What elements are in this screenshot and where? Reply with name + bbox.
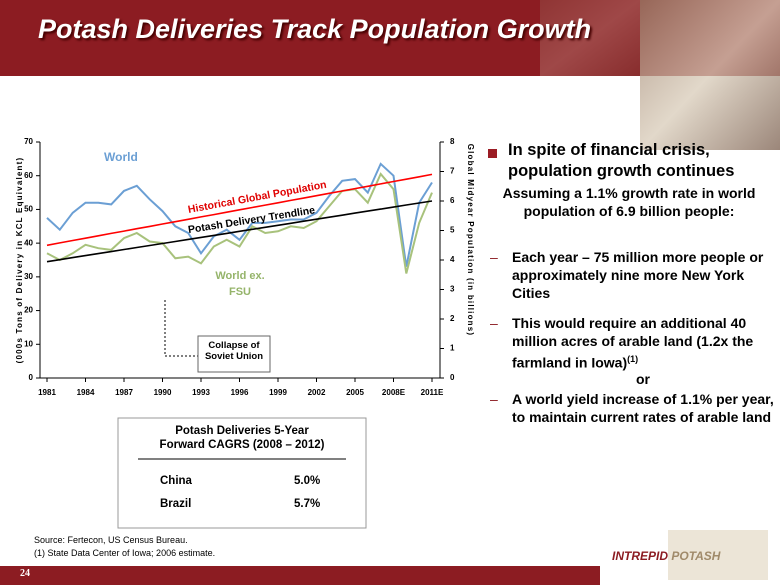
y-tick-label: 0 [29, 373, 34, 382]
y-tick-label: 40 [24, 238, 33, 247]
y-tick-label: 50 [24, 205, 33, 214]
y2-axis-title: Global Midyear Population (in billions) [466, 144, 475, 337]
y2-tick-label: 7 [450, 167, 455, 176]
y-tick-label: 60 [24, 171, 33, 180]
logo-second: POTASH [671, 549, 721, 563]
page-number: 24 [20, 568, 30, 579]
y-tick-label: 20 [24, 306, 33, 315]
table-title: Potash Deliveries 5-Year Forward CAGRS (… [159, 425, 325, 451]
table-box [117, 417, 367, 529]
slide-title: Potash Deliveries Track Population Growt… [38, 14, 592, 44]
bullet-note: (1) [627, 354, 639, 364]
header-image [640, 0, 780, 150]
y2-tick-label: 5 [450, 226, 455, 235]
x-tick-label: 1981 [38, 388, 56, 397]
y2-tick-label: 6 [450, 196, 455, 205]
x-tick-label: 2002 [308, 388, 326, 397]
series-line [46, 200, 433, 263]
x-tick-label: 1996 [231, 388, 249, 397]
y-tick-label: 30 [24, 272, 33, 281]
annotation-box [197, 335, 271, 373]
y2-tick-label: 3 [450, 285, 455, 294]
bullet-main: In spite of financial crisis, population… [508, 141, 735, 180]
y2-tick-label: 8 [450, 137, 455, 146]
footnote: (1) State Data Center of Iowa; 2006 esti… [34, 548, 216, 558]
logo-mark [668, 530, 768, 580]
y2-tick-label: 1 [450, 344, 455, 353]
table-cell: 5.0% [294, 475, 321, 487]
y-axis-title: (000s Tons of Delivery in KCL Equivalent… [15, 157, 24, 364]
header-image-fade [540, 0, 640, 76]
x-tick-label: 1993 [192, 388, 210, 397]
y2-tick-label: 4 [450, 255, 455, 264]
bullet-square [488, 149, 497, 158]
y-tick-label: 70 [24, 137, 33, 146]
y2-tick-label: 0 [450, 373, 455, 382]
annotation: Collapse of Soviet Union [204, 340, 264, 362]
x-tick-label: 1999 [269, 388, 287, 397]
bullet-item: – Each year – 75 million more people or a… [490, 248, 774, 302]
y2-tick-label: 2 [450, 314, 455, 323]
bullet-list: – Each year – 75 million more people or a… [490, 248, 774, 438]
series-label: World ex. FSU [215, 270, 265, 298]
series-label: World [104, 150, 138, 164]
bullet-text: Each year – 75 million more people or ap… [512, 249, 764, 301]
source: Source: Fertecon, US Census Bureau. [34, 535, 188, 545]
x-tick-label: 1984 [77, 388, 95, 397]
series-line [46, 162, 433, 267]
x-tick-label: 1987 [115, 388, 133, 397]
x-tick-label: 1990 [154, 388, 172, 397]
footer-band [0, 566, 600, 585]
bullet-intro: Assuming a 1.1% growth rate in world pop… [502, 185, 756, 219]
annotation-leader [164, 300, 198, 357]
bullet-text: This would require an additional 40 mill… [512, 315, 754, 371]
bullet-dash: – [490, 390, 498, 407]
bullet-item: – A world yield increase of 1.1% per year… [490, 390, 774, 426]
series-line [46, 173, 433, 247]
x-tick-label: 2005 [346, 388, 364, 397]
table-cell: China [160, 475, 192, 487]
bullet-text: A world yield increase of 1.1% per year,… [512, 390, 774, 425]
table-cell: 5.7% [294, 498, 321, 510]
bullet-connector: or [636, 370, 650, 387]
logo-first: INTREPID [612, 549, 669, 563]
bullet-item: – This would require an additional 40 mil… [490, 314, 774, 372]
x-tick-label: 2011E [421, 388, 444, 397]
x-tick-label: 2008E [382, 388, 406, 397]
bullet-dash: – [490, 249, 498, 265]
table-cell: Brazil [160, 498, 192, 510]
series-line [46, 172, 433, 274]
y-tick-label: 10 [24, 339, 33, 348]
logo: INTREPID POTASH [612, 549, 720, 563]
bullet-dash: – [490, 315, 498, 331]
